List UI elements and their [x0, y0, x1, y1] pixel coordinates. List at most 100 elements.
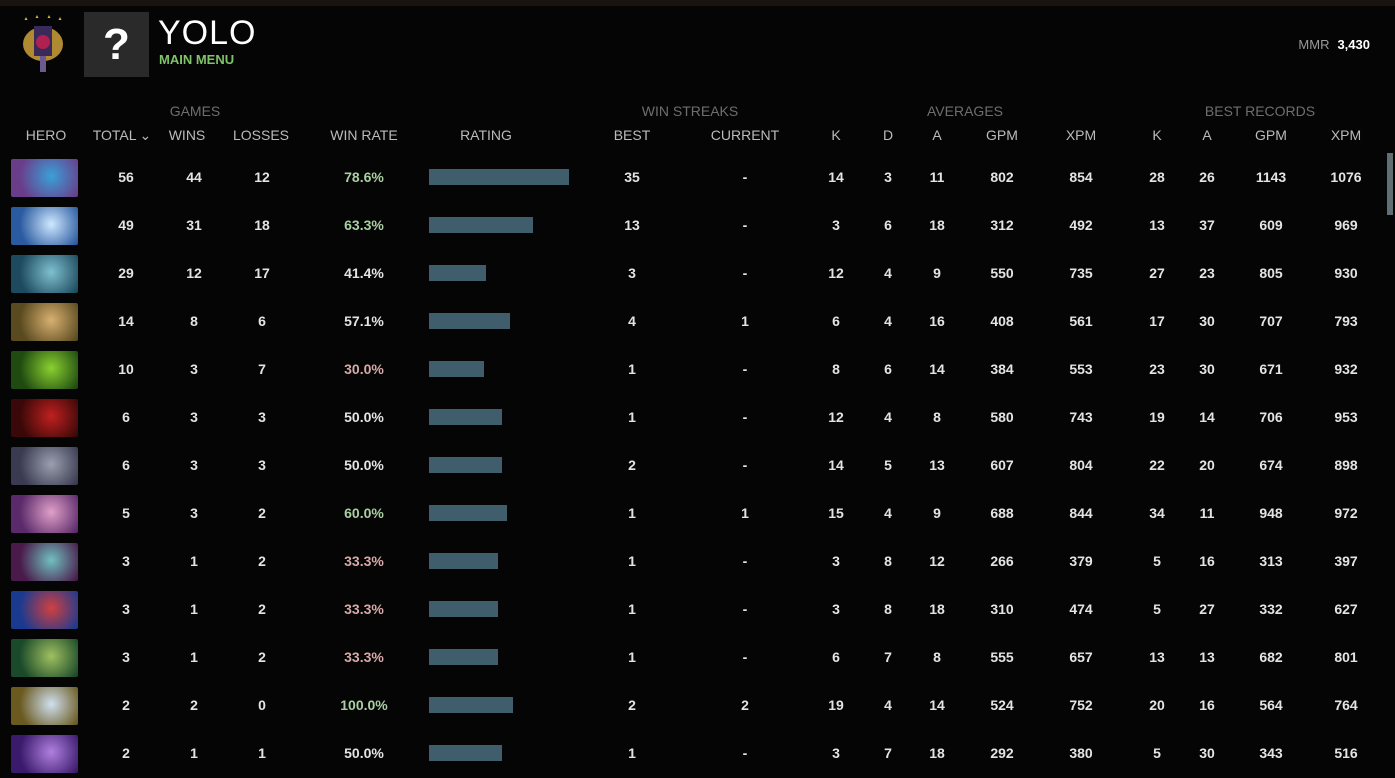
column-header-bgpm[interactable]: GPM	[1221, 127, 1321, 143]
column-header-losses[interactable]: LOSSES	[211, 127, 311, 143]
cell-losses: 3	[258, 457, 266, 473]
cell-xpm: 735	[1069, 265, 1093, 281]
group-best-records: BEST RECORDS	[1204, 103, 1316, 119]
cell-current: -	[742, 265, 748, 281]
column-header-label: XPM	[1065, 127, 1097, 143]
hero-portrait[interactable]	[11, 639, 78, 677]
cell-gpm: 312	[990, 217, 1014, 233]
table-row[interactable]: 10 3 7 1 - 8 6 14 384 553 23 30 671 932 30.0%	[0, 345, 1385, 393]
column-header-win_rate[interactable]: WIN RATE	[314, 127, 414, 143]
column-header-xpm[interactable]: XPM	[1031, 127, 1131, 143]
rating-bar	[429, 313, 511, 329]
cell-best: 1	[628, 361, 636, 377]
column-header-k[interactable]: K	[786, 127, 886, 143]
table-row[interactable]: 6 3 3 2 - 14 5 13 607 804 22 20 674 898 50.0%	[0, 441, 1385, 489]
table-row[interactable]: 2 1 1 1 - 3 7 18 292 380 5 30 343 516 50.0%	[0, 729, 1385, 777]
hero-portrait[interactable]	[11, 735, 78, 773]
table-row[interactable]: 5 3 2 1 1 15 4 9 688 844 34 11 948 972 60.0%	[0, 489, 1385, 537]
cell-ba: 14	[1199, 409, 1215, 425]
cell-best: 2	[628, 697, 636, 713]
cell-d: 4	[884, 409, 892, 425]
column-header-rating[interactable]: RATING	[436, 127, 536, 143]
table-row[interactable]: 49 31 18 13 - 3 6 18 312 492 13 37 609 969 63.3%	[0, 201, 1385, 249]
hero-portrait[interactable]	[11, 591, 78, 629]
column-header-ba[interactable]: A	[1157, 127, 1257, 143]
cell-k: 19	[828, 697, 844, 713]
hero-portrait[interactable]	[11, 447, 78, 485]
cell-current: -	[742, 169, 748, 185]
cell-losses: 17	[254, 265, 270, 281]
cell-bk: 5	[1153, 601, 1161, 617]
rating-bar	[429, 649, 498, 665]
column-header-best[interactable]: BEST	[582, 127, 682, 143]
hero-portrait[interactable]	[11, 687, 78, 725]
cell-k: 8	[832, 361, 840, 377]
table-row[interactable]: 3 1 2 1 - 3 8 18 310 474 5 27 332 627 33.3%	[0, 585, 1385, 633]
scrollbar[interactable]	[1387, 153, 1393, 215]
rating-bar	[429, 169, 569, 185]
cell-best: 1	[628, 553, 636, 569]
column-header-hero[interactable]: HERO	[0, 127, 96, 143]
table-row[interactable]: 56 44 12 35 - 14 3 11 802 854 28 26 1143 1076 78.6%	[0, 153, 1385, 201]
cell-ba: 16	[1199, 553, 1215, 569]
main-menu-link[interactable]: MAIN MENU	[159, 52, 235, 67]
column-header-current[interactable]: CURRENT	[695, 127, 795, 143]
table-row[interactable]: 14 8 6 4 1 6 4 16 408 561 17 30 707 793 57.1%	[0, 297, 1385, 345]
table-row[interactable]: 3 1 2 1 - 6 7 8 555 657 13 13 682 801 33.3%	[0, 633, 1385, 681]
cell-losses: 6	[258, 313, 266, 329]
cell-win-rate: 50.0%	[344, 745, 384, 761]
player-name: YOLO	[158, 14, 257, 52]
cell-gpm: 688	[990, 505, 1014, 521]
table-row[interactable]: 2 2 0 2 2 19 4 14 524 752 20 16 564 764 100.0%	[0, 681, 1385, 729]
cell-bgpm: 609	[1259, 217, 1283, 233]
table-row[interactable]: 29 12 17 3 - 12 4 9 550 735 27 23 805 930 41.4%	[0, 249, 1385, 297]
table-row[interactable]: 3 1 2 1-3 8 12 266 379 5 16 313 397 33.3%	[0, 537, 1385, 585]
cell-xpm: 492	[1069, 217, 1093, 233]
column-header-bk[interactable]: K	[1107, 127, 1207, 143]
cell-xpm: 379	[1069, 553, 1093, 569]
table-row[interactable]: 6 3 3 1 - 12 4 8 580 743 19 14 706 953 50.0%	[0, 393, 1385, 441]
cell-wins: 3	[190, 457, 198, 473]
hero-portrait[interactable]	[11, 543, 78, 581]
hero-portrait[interactable]	[11, 495, 78, 533]
cell-total: 3	[122, 649, 130, 665]
cell-current: 1	[741, 505, 749, 521]
cell-bgpm: 1143	[1255, 169, 1287, 185]
avatar[interactable]: ?	[84, 12, 149, 77]
cell-total: 3	[122, 553, 130, 569]
cell-gpm: 408	[990, 313, 1014, 329]
cell-bk: 13	[1149, 217, 1165, 233]
cell-total: 5	[122, 505, 130, 521]
cell-bxpm: 801	[1334, 649, 1358, 665]
cell-bgpm: 564	[1259, 697, 1283, 713]
cell-bxpm: 764	[1334, 697, 1358, 713]
hero-portrait[interactable]	[11, 399, 78, 437]
column-header-d[interactable]: D	[838, 127, 938, 143]
cell-win-rate: 60.0%	[344, 505, 384, 521]
cell-xpm: 561	[1069, 313, 1093, 329]
hero-portrait[interactable]	[11, 303, 78, 341]
cell-ba: 16	[1199, 697, 1215, 713]
hero-portrait[interactable]	[11, 351, 78, 389]
column-header-bxpm[interactable]: XPM	[1296, 127, 1395, 143]
cell-total: 2	[122, 697, 130, 713]
hero-portrait[interactable]	[11, 159, 78, 197]
cell-bk: 22	[1149, 457, 1165, 473]
cell-bxpm: 516	[1334, 745, 1358, 761]
cell-d: 5	[884, 457, 892, 473]
hero-portrait[interactable]	[11, 255, 78, 293]
cell-wins: 44	[186, 169, 202, 185]
rating-bar	[429, 505, 508, 521]
column-header-total[interactable]: TOTAL ⌄	[72, 127, 172, 144]
cell-wins: 8	[190, 313, 198, 329]
cell-win-rate: 57.1%	[344, 313, 384, 329]
hero-portrait[interactable]	[11, 207, 78, 245]
cell-total: 10	[118, 361, 134, 377]
column-header-gpm[interactable]: GPM	[952, 127, 1052, 143]
column-header-a[interactable]: A	[887, 127, 987, 143]
cell-best: 35	[624, 169, 640, 185]
group-games: GAMES	[169, 103, 221, 119]
column-header-wins[interactable]: WINS	[137, 127, 237, 143]
cell-xpm: 844	[1069, 505, 1093, 521]
cell-a: 18	[929, 745, 945, 761]
